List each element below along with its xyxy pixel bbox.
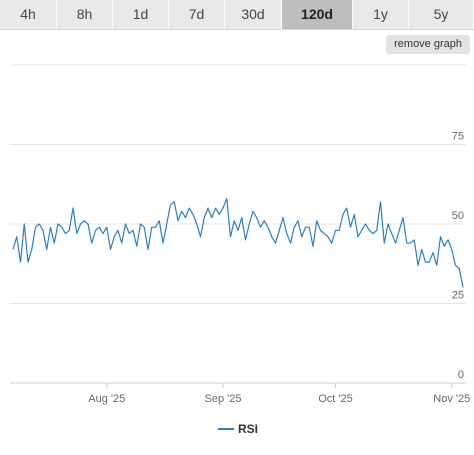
y-tick-label: 75 xyxy=(452,131,464,143)
tab-4h[interactable]: 4h xyxy=(0,0,57,29)
legend-item-rsi[interactable]: RSI xyxy=(238,422,258,436)
tab-8h[interactable]: 8h xyxy=(57,0,113,29)
y-tick-label: 25 xyxy=(452,290,464,302)
x-axis-ticks: Aug '25 Sep '25 Oct '25 Nov '25 xyxy=(88,383,470,405)
remove-graph-button[interactable]: remove graph xyxy=(386,35,470,54)
x-tick-label: Aug '25 xyxy=(88,393,125,405)
series-group xyxy=(12,197,464,288)
tab-120d[interactable]: 120d xyxy=(282,0,353,29)
tab-1y[interactable]: 1y xyxy=(353,0,409,29)
x-tick-label: Oct '25 xyxy=(318,393,353,405)
x-tick-label: Nov '25 xyxy=(433,393,470,405)
x-tick-label: Sep '25 xyxy=(205,393,242,405)
series-line-rsi xyxy=(12,197,464,288)
y-tick-label: 50 xyxy=(452,210,464,222)
y-tick-label: 0 xyxy=(458,369,464,381)
tab-1d[interactable]: 1d xyxy=(113,0,169,29)
tab-7d[interactable]: 7d xyxy=(169,0,225,29)
time-range-tabs: 4h 8h 1d 7d 30d 120d 1y 5y xyxy=(0,0,474,30)
grid-lines xyxy=(10,64,466,384)
legend: RSI xyxy=(218,422,258,436)
tab-30d[interactable]: 30d xyxy=(225,0,282,29)
y-axis-ticks: 0 25 50 75 xyxy=(452,131,464,382)
